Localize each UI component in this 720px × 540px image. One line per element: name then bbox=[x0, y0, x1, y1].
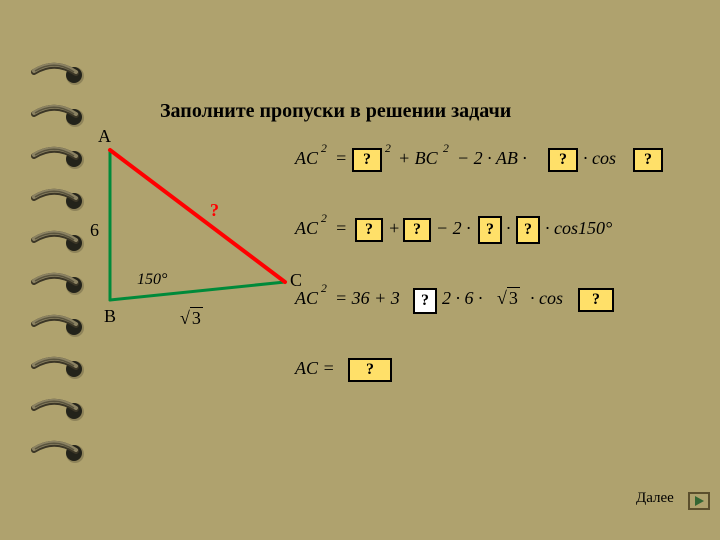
blank-3-q1[interactable]: ? bbox=[413, 288, 437, 314]
blank-1-q2[interactable]: ? bbox=[548, 148, 578, 172]
spiral-binding bbox=[0, 0, 110, 540]
blank-2-q1[interactable]: ? bbox=[355, 218, 383, 242]
eq-text-4-p1: AC = bbox=[295, 358, 335, 379]
vertex-a-label: А bbox=[98, 126, 111, 147]
blank-4-q1[interactable]: ? bbox=[348, 358, 392, 382]
eq-sup-1-p3bs: 2 bbox=[443, 142, 449, 155]
eq-text-1-p2: = bbox=[335, 148, 347, 169]
eq-sup-1-p3s: 2 bbox=[385, 142, 391, 155]
blank-1-q1[interactable]: ? bbox=[352, 148, 382, 172]
eq-text-3-p3: 2 · 6 · bbox=[442, 288, 483, 309]
eq-text-1-p1: AC bbox=[295, 148, 318, 169]
blank-3-q2[interactable]: ? bbox=[578, 288, 614, 312]
eq-text-1-p4: − 2 · AB · bbox=[457, 148, 527, 169]
next-label: Далее bbox=[636, 490, 674, 507]
play-icon bbox=[693, 495, 705, 507]
side-bc-length: √3 bbox=[180, 308, 203, 329]
eq-sup-3-p1s: 2 bbox=[321, 282, 327, 295]
slide-title: Заполните пропуски в решении задачи bbox=[160, 100, 511, 123]
side-ab-length: 6 bbox=[90, 220, 99, 241]
blank-2-q2[interactable]: ? bbox=[403, 218, 431, 242]
eq-text-3-p1: AC bbox=[295, 288, 318, 309]
eq-sup-1-p1s: 2 bbox=[321, 142, 327, 155]
next-button[interactable] bbox=[688, 492, 710, 510]
vertex-b-label: В bbox=[104, 306, 116, 327]
eq-text-2-p4: − 2 · bbox=[436, 218, 471, 239]
blank-1-q3[interactable]: ? bbox=[633, 148, 663, 172]
angle-b-label: 150° bbox=[137, 271, 167, 289]
blank-2-q4[interactable]: ? bbox=[516, 216, 540, 244]
slide: Заполните пропуски в решении задачиАВС61… bbox=[0, 0, 720, 540]
eq-text-3-p2: = 36 + 3 bbox=[335, 288, 400, 309]
eq-text-1-p5: · cos bbox=[583, 148, 616, 169]
eq-sup-2-p1s: 2 bbox=[321, 212, 327, 225]
eq-text-1-p3: + BC bbox=[398, 148, 438, 169]
eq-text-3-p4: · cos bbox=[530, 288, 563, 309]
eq-text-2-p6: · cos150° bbox=[545, 218, 612, 239]
eq-text-2-p2: = bbox=[335, 218, 347, 239]
hypotenuse-question: ? bbox=[210, 200, 219, 221]
eq-text-2-p5: · bbox=[506, 218, 511, 239]
eq-text-2-p3: + bbox=[388, 218, 400, 239]
eq-text-2-p1: AC bbox=[295, 218, 318, 239]
blank-2-q3[interactable]: ? bbox=[478, 216, 502, 244]
eq-sqrt-3: √3 bbox=[497, 288, 520, 309]
